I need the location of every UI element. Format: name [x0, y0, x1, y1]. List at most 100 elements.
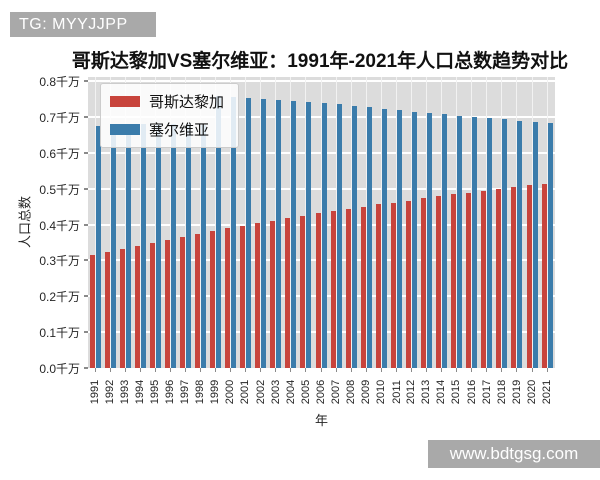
watermark-badge-top: TG: MYYJJPP [10, 12, 156, 37]
gridline-v [199, 77, 201, 368]
gridline-v [365, 77, 367, 368]
bar-serbia-1999 [216, 96, 222, 368]
bar-costa-rica-2020 [526, 185, 532, 368]
bar-serbia-2005 [306, 102, 312, 368]
bar-costa-rica-1991 [89, 254, 95, 368]
bar-serbia-2017 [487, 118, 493, 368]
legend-label-serbia: 塞尔维亚 [149, 122, 210, 139]
x-tick-mark [199, 368, 201, 372]
bar-costa-rica-2014 [436, 196, 442, 368]
gridline-v [531, 77, 533, 368]
y-tick-label: 0.5千万 [39, 182, 80, 197]
bar-costa-rica-2007 [330, 211, 336, 368]
bar-costa-rica-2010 [375, 204, 381, 368]
gridline-v [169, 77, 171, 368]
bar-serbia-1996 [170, 124, 176, 368]
x-tick-mark [154, 368, 156, 372]
x-tick-mark [245, 368, 247, 372]
gridline-v [154, 77, 156, 368]
y-tick-label: 0.0千万 [39, 362, 80, 376]
bar-serbia-2001 [246, 97, 252, 368]
y-axis-label: 人口总数 [17, 195, 33, 249]
bar-costa-rica-2002 [255, 223, 261, 368]
x-tick-mark [335, 368, 337, 372]
x-axis-label: 年 [314, 413, 328, 428]
x-tick-label: 2021 [532, 372, 562, 412]
x-tick-mark [456, 368, 458, 372]
bar-serbia-2003 [276, 100, 282, 368]
y-tick-mark [84, 187, 88, 190]
bar-serbia-2002 [261, 98, 267, 368]
y-tick-label: 0.1千万 [39, 326, 80, 341]
bar-costa-rica-2008 [345, 208, 351, 368]
gridline-v [335, 77, 337, 368]
x-tick-mark [215, 368, 217, 372]
x-tick-mark [365, 368, 367, 372]
gridline-v [441, 77, 443, 368]
watermark-bottom-text: www.bdtgsg.com [449, 444, 579, 463]
x-tick-mark [230, 368, 232, 372]
gridline-v [426, 77, 428, 368]
bar-costa-rica-2016 [466, 192, 472, 368]
bar-costa-rica-1999 [210, 231, 216, 368]
x-tick-mark [546, 368, 548, 372]
gridline-v [184, 77, 186, 368]
gridline-v [109, 77, 111, 368]
gridline-v [501, 77, 503, 368]
watermark-badge-bottom: www.bdtgsg.com [428, 440, 600, 468]
bar-serbia-2006 [321, 103, 327, 368]
legend-item-costa-rica: 哥斯达黎加 [110, 91, 224, 112]
x-tick-mark [426, 368, 428, 372]
gridline-v [260, 77, 262, 368]
bar-costa-rica-2004 [285, 218, 291, 368]
y-tick-label: 0.3千万 [39, 254, 80, 269]
bar-costa-rica-1998 [194, 234, 200, 368]
x-tick-mark [350, 368, 352, 372]
bar-costa-rica-2003 [270, 220, 276, 368]
bar-serbia-2018 [502, 119, 508, 368]
x-tick-mark [305, 368, 307, 372]
gridline-v [320, 77, 322, 368]
bar-serbia-1994 [140, 124, 146, 368]
bar-serbia-2010 [381, 108, 387, 368]
bar-costa-rica-2012 [405, 200, 411, 368]
x-tick-mark [410, 368, 412, 372]
gridline-v [275, 77, 277, 368]
y-tick-mark [84, 223, 88, 226]
legend: 哥斯达黎加 塞尔维亚 [100, 83, 240, 148]
bar-costa-rica-1996 [164, 239, 170, 368]
bar-serbia-2015 [457, 115, 463, 368]
bar-costa-rica-2006 [315, 213, 321, 368]
bar-costa-rica-2000 [225, 228, 231, 368]
bar-costa-rica-2001 [240, 225, 246, 368]
gridline-v [516, 77, 518, 368]
y-tick-mark [84, 259, 88, 262]
bar-costa-rica-2019 [511, 187, 517, 368]
x-tick-mark [169, 368, 171, 372]
bar-costa-rica-2015 [451, 194, 457, 368]
bar-serbia-2011 [396, 110, 402, 368]
bar-serbia-2013 [427, 112, 433, 368]
y-tick-label: 0.2千万 [39, 290, 80, 305]
bar-costa-rica-1992 [104, 251, 110, 368]
bar-serbia-2020 [532, 121, 538, 368]
x-tick-mark [260, 368, 262, 372]
y-tick-mark [84, 295, 88, 298]
x-tick-mark [124, 368, 126, 372]
bar-serbia-2009 [366, 107, 372, 368]
y-tick-mark [84, 115, 88, 118]
bar-serbia-2021 [547, 123, 553, 368]
bar-serbia-1991 [95, 125, 101, 368]
y-tick-mark [84, 331, 88, 334]
x-tick-mark [139, 368, 141, 372]
legend-item-serbia: 塞尔维亚 [110, 119, 224, 140]
legend-label-costa-rica: 哥斯达黎加 [149, 94, 225, 111]
bar-costa-rica-2011 [390, 202, 396, 368]
bar-serbia-1997 [185, 124, 191, 368]
y-tick-mark [84, 80, 88, 82]
gridline-v [395, 77, 397, 368]
x-tick-label-text: 2021 [541, 379, 554, 405]
x-tick-mark [380, 368, 382, 372]
bar-costa-rica-2013 [421, 198, 427, 368]
